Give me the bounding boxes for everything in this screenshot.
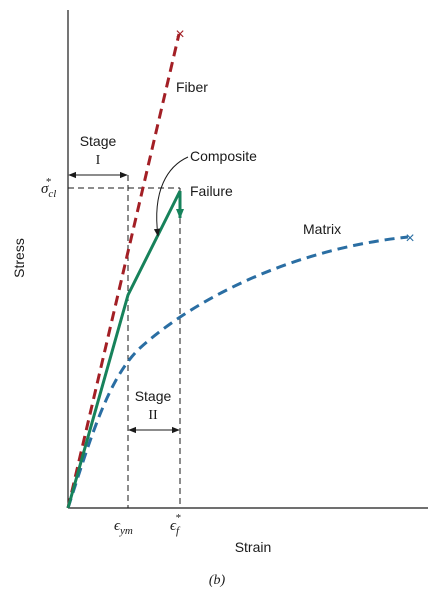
x-axis-title: Strain [235, 539, 272, 555]
fiber-failure-marker: × [175, 26, 184, 43]
failure-label: Failure [190, 183, 233, 199]
stage-two-numeral: II [148, 408, 158, 423]
stage-one-numeral: I [96, 153, 101, 168]
composite-label: Composite [190, 148, 257, 164]
figure-caption: (b) [209, 573, 226, 588]
y-axis-title: Stress [11, 238, 27, 278]
fiber-line [66, 33, 181, 509]
stage-one-label: Stage [80, 133, 117, 149]
fiber-label: Fiber [176, 79, 208, 95]
strain-ym-symbol: ϵym [114, 518, 133, 537]
strain-f-symbol: ϵf* [170, 512, 181, 537]
matrix-curve [66, 235, 409, 509]
composite-curve [66, 190, 182, 509]
matrix-label: Matrix [303, 221, 341, 237]
composite-pointer-arrow [153, 156, 189, 237]
stage-two-label: Stage [135, 388, 172, 404]
stress-symbol: σcl* [41, 176, 56, 200]
matrix-failure-marker: × [405, 230, 414, 247]
